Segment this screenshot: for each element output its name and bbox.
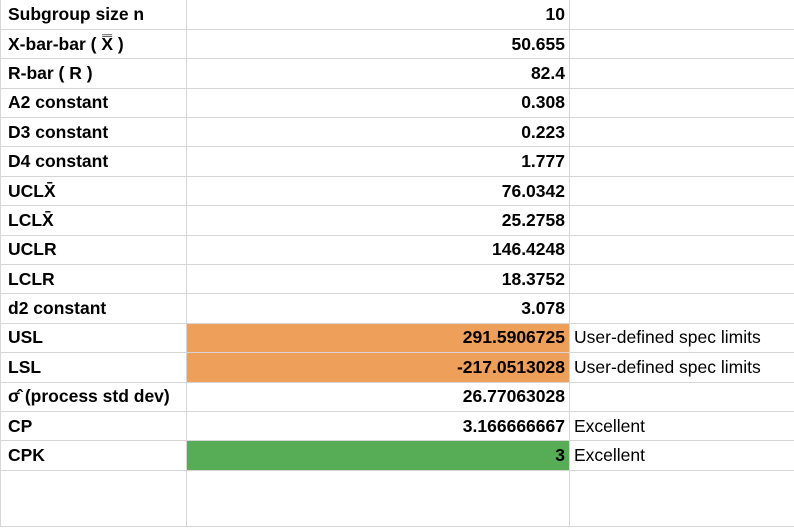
row-note[interactable]	[569, 293, 794, 324]
table-row: D3 constant 0.223	[0, 117, 794, 148]
table-row: LSL -217.0513028 User-defined spec limit…	[0, 352, 794, 383]
cpk-value-cell[interactable]: 3	[186, 440, 570, 471]
empty-cell[interactable]	[0, 469, 187, 527]
row-label[interactable]: d2 constant	[0, 293, 187, 324]
row-note[interactable]	[569, 381, 794, 412]
row-value[interactable]: 0.308	[186, 87, 570, 119]
row-label[interactable]: LCLR	[0, 264, 187, 295]
row-label[interactable]: R-bar ( R )	[0, 58, 187, 89]
empty-row	[0, 469, 794, 527]
row-label[interactable]: LCLX̄	[0, 205, 187, 236]
row-note[interactable]: Excellent	[569, 440, 794, 471]
row-value[interactable]: 25.2758	[186, 205, 570, 236]
usl-value-cell[interactable]: 291.5906725	[186, 322, 570, 354]
row-label[interactable]: σ̂ (process std dev)	[0, 381, 187, 412]
row-label[interactable]: D3 constant	[0, 117, 187, 148]
table-row: LCLR 18.3752	[0, 264, 794, 295]
row-value[interactable]: 0.223	[186, 117, 570, 148]
row-note[interactable]	[569, 28, 794, 60]
row-label[interactable]: USL	[0, 322, 187, 354]
table-row: Subgroup size n 10	[0, 0, 794, 30]
table-row: UCLR 146.4248	[0, 234, 794, 266]
row-value[interactable]: 3.078	[186, 293, 570, 324]
row-note[interactable]	[569, 234, 794, 266]
row-value[interactable]: 146.4248	[186, 234, 570, 266]
row-value[interactable]: 18.3752	[186, 264, 570, 295]
row-label[interactable]: LSL	[0, 352, 187, 383]
row-label[interactable]: D4 constant	[0, 146, 187, 177]
table-row: σ̂ (process std dev) 26.77063028	[0, 381, 794, 412]
row-note[interactable]	[569, 87, 794, 119]
row-value[interactable]: 82.4	[186, 58, 570, 89]
row-label[interactable]: A2 constant	[0, 87, 187, 119]
lsl-value-cell[interactable]: -217.0513028	[186, 352, 570, 383]
row-note[interactable]	[569, 146, 794, 177]
table-row: UCLX̄ 76.0342	[0, 175, 794, 207]
row-label[interactable]: Subgroup size n	[0, 0, 187, 30]
row-value[interactable]: 10	[186, 0, 570, 30]
row-note[interactable]: User-defined spec limits	[569, 352, 794, 383]
row-value[interactable]: 76.0342	[186, 175, 570, 207]
row-label[interactable]: X-bar-bar ( X̿ )	[0, 28, 187, 60]
row-note[interactable]	[569, 58, 794, 89]
row-label[interactable]: UCLR	[0, 234, 187, 266]
table-row: USL 291.5906725 User-defined spec limits	[0, 322, 794, 354]
empty-cell[interactable]	[569, 469, 794, 527]
row-value[interactable]: 3.166666667	[186, 410, 570, 442]
table-row: X-bar-bar ( X̿ ) 50.655	[0, 28, 794, 60]
row-label[interactable]: UCLX̄	[0, 175, 187, 207]
row-value[interactable]: 26.77063028	[186, 381, 570, 412]
table-row: D4 constant 1.777	[0, 146, 794, 177]
row-note[interactable]	[569, 264, 794, 295]
row-label[interactable]: CPK	[0, 440, 187, 471]
table-row: LCLX̄ 25.2758	[0, 205, 794, 236]
row-note[interactable]	[569, 0, 794, 30]
table-row: CPK 3 Excellent	[0, 440, 794, 471]
row-note[interactable]	[569, 117, 794, 148]
row-note[interactable]	[569, 175, 794, 207]
row-note[interactable]: User-defined spec limits	[569, 322, 794, 354]
row-label[interactable]: CP	[0, 410, 187, 442]
row-value[interactable]: 1.777	[186, 146, 570, 177]
table-row: A2 constant 0.308	[0, 87, 794, 119]
table-row: CP 3.166666667 Excellent	[0, 410, 794, 442]
row-note[interactable]	[569, 205, 794, 236]
empty-cell[interactable]	[186, 469, 570, 527]
table-row: R-bar ( R ) 82.4	[0, 58, 794, 89]
row-note[interactable]: Excellent	[569, 410, 794, 442]
table-row: d2 constant 3.078	[0, 293, 794, 324]
row-value[interactable]: 50.655	[186, 28, 570, 60]
